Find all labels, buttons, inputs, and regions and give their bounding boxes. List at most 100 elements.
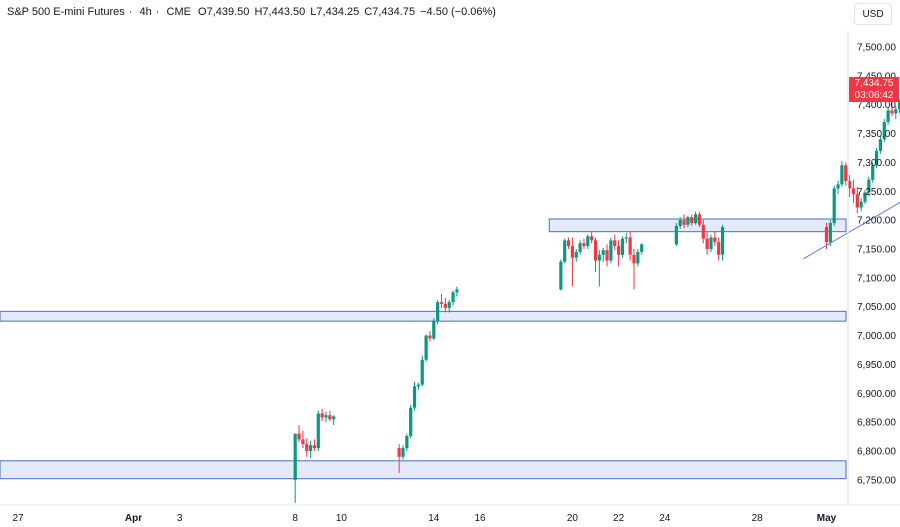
candle-up <box>563 240 567 262</box>
candle-down <box>701 224 705 239</box>
price-tick-label: 6,900.00 <box>857 389 896 400</box>
candle-up <box>601 250 605 255</box>
candle-down <box>397 448 401 457</box>
candle-up <box>424 335 428 360</box>
close-value: C7,434.75 <box>364 6 416 18</box>
candle-down <box>582 243 586 247</box>
low-value: L7,434.25 <box>310 6 360 18</box>
candle-up <box>620 238 625 255</box>
candlestick-series <box>293 98 900 503</box>
candle-down <box>590 236 594 241</box>
price-axis: 6,750.00 6,800.00 6,850.00 6,900.00 6,950.00… <box>847 30 896 505</box>
candle-down <box>851 188 856 195</box>
price-tick-label: 7,050.00 <box>857 302 896 313</box>
open-value: O7,439.50 <box>198 6 250 18</box>
candle-down <box>682 220 686 225</box>
time-tick-label: May <box>817 513 837 524</box>
candle-down <box>305 444 309 451</box>
candle-down <box>301 439 305 445</box>
candle-down <box>855 194 859 208</box>
candle-up <box>559 261 563 290</box>
candle-up <box>878 139 882 151</box>
candle-up <box>640 244 644 252</box>
price-tick-label: 6,800.00 <box>857 447 896 458</box>
change-value: −4.50 (−0.06%) <box>420 6 496 18</box>
candle-up <box>678 220 682 226</box>
candle-up <box>871 165 875 180</box>
candle-up <box>324 415 328 418</box>
candle-up <box>436 302 440 322</box>
candle-down <box>690 217 694 224</box>
candle-up <box>455 289 459 293</box>
time-tick-label: Apr <box>125 513 142 524</box>
candle-up <box>863 192 867 202</box>
candle-down <box>613 240 617 247</box>
candle-up <box>332 416 336 420</box>
price-tick-label: 7,100.00 <box>857 273 896 284</box>
currency-button[interactable]: USD <box>854 3 892 25</box>
candle-down <box>848 180 852 189</box>
time-tick-label: 10 <box>336 513 348 524</box>
candle-down <box>570 246 574 258</box>
time-tick-label: 28 <box>752 513 764 524</box>
candle-up <box>451 292 455 303</box>
time-tick-label: 20 <box>567 513 579 524</box>
candle-down <box>844 165 848 181</box>
price-tick-label: 7,200.00 <box>857 216 896 227</box>
candle-down <box>717 242 721 255</box>
candle-up <box>416 384 420 387</box>
candle-down <box>617 246 621 255</box>
candle-up <box>597 254 601 261</box>
price-zone <box>0 310 847 322</box>
candle-up <box>836 184 840 189</box>
symbol-header: S&P 500 E-mini Futures · 4h · CME O7,439.5… <box>7 6 496 18</box>
candle-up <box>401 448 405 457</box>
candle-down <box>697 214 702 225</box>
high-value: H7,443.50 <box>254 6 306 18</box>
candle-up <box>867 179 871 193</box>
candle-down <box>824 227 829 243</box>
candle-up <box>898 101 900 110</box>
time-axis: 27Apr3810141620222428May57111315 <box>0 504 900 524</box>
candle-up <box>420 359 424 385</box>
candle-down <box>705 238 709 249</box>
candle-up <box>720 227 725 255</box>
candle-up <box>894 109 898 114</box>
symbol-name[interactable]: S&P 500 E-mini Futures <box>7 6 125 18</box>
candle-up <box>674 225 678 245</box>
candle-up <box>624 237 628 239</box>
last-price-label: 7,434.75 03:06:42 <box>849 76 899 102</box>
candle-up <box>609 240 613 261</box>
price-tick-label: 7,150.00 <box>857 245 896 256</box>
candle-up <box>574 251 578 258</box>
candle-down <box>428 335 432 339</box>
last-price-value: 7,434.75 <box>854 77 894 89</box>
time-tick-label: 14 <box>428 513 440 524</box>
candle-up <box>840 165 844 185</box>
candle-up <box>828 223 832 243</box>
candle-up <box>636 251 640 264</box>
candle-down <box>297 433 301 440</box>
time-tick-label: 3 <box>177 513 183 524</box>
price-tick-label: 7,250.00 <box>857 187 896 198</box>
candle-down <box>312 445 317 449</box>
candle-up <box>412 386 417 408</box>
candle-up <box>309 445 313 451</box>
candle-up <box>316 413 320 449</box>
time-tick-label: 24 <box>659 513 671 524</box>
interval-label[interactable]: 4h <box>139 6 152 18</box>
bar-countdown: 03:06:42 <box>854 89 894 101</box>
price-tick-label: 7,300.00 <box>857 158 896 169</box>
candle-down <box>328 415 332 420</box>
candle-up <box>578 243 582 252</box>
candle-down <box>713 237 717 243</box>
price-tick-label: 6,750.00 <box>857 475 896 486</box>
price-tick-label: 6,950.00 <box>857 360 896 371</box>
time-tick-label: 8 <box>292 513 298 524</box>
trendline <box>803 201 900 260</box>
candle-up <box>874 150 879 166</box>
candle-down <box>632 254 636 264</box>
candle-down <box>628 237 632 255</box>
candle-down <box>443 303 447 308</box>
